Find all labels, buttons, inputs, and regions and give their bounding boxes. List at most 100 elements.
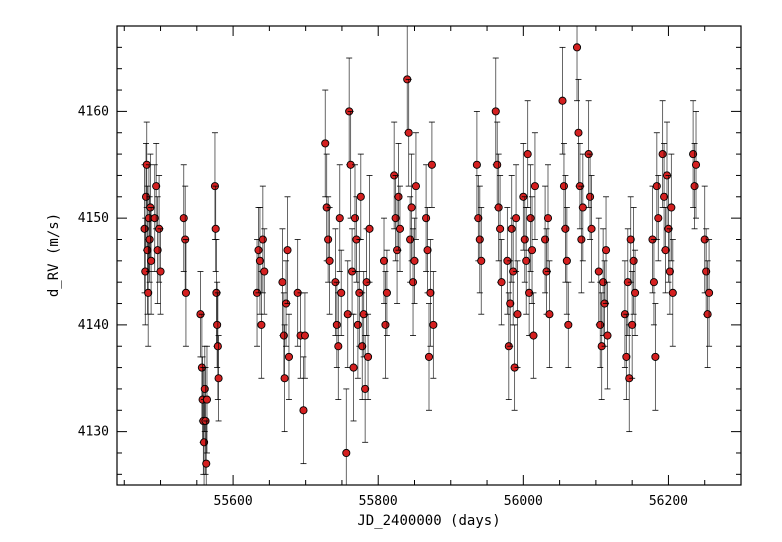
data-point xyxy=(562,207,571,315)
point-marker xyxy=(594,267,603,276)
data-point xyxy=(530,132,539,240)
data-point xyxy=(343,260,352,368)
data-point xyxy=(213,281,222,368)
data-point xyxy=(299,356,308,465)
point-marker xyxy=(491,107,500,116)
point-marker xyxy=(603,331,612,340)
data-point xyxy=(211,185,220,272)
point-marker xyxy=(423,246,432,255)
point-marker xyxy=(202,459,211,468)
data-point xyxy=(381,271,390,379)
point-marker xyxy=(507,224,516,233)
data-point xyxy=(572,25,582,102)
data-point xyxy=(283,196,292,304)
y-tick-label: 4160 xyxy=(78,104,109,119)
point-marker xyxy=(703,310,712,319)
data-point xyxy=(652,132,661,240)
data-point xyxy=(365,175,374,283)
point-marker xyxy=(422,214,431,223)
data-point xyxy=(574,78,583,187)
point-marker xyxy=(179,214,188,223)
point-marker xyxy=(506,299,515,308)
point-marker xyxy=(300,331,309,340)
data-point xyxy=(668,239,677,347)
data-point xyxy=(558,46,567,155)
point-marker xyxy=(529,331,538,340)
point-marker xyxy=(284,352,294,361)
data-point xyxy=(321,89,330,198)
data-point xyxy=(594,217,603,326)
point-marker xyxy=(280,374,289,383)
point-marker xyxy=(260,267,269,276)
point-marker xyxy=(342,448,351,458)
data-point xyxy=(527,196,537,304)
y-tick-label: 4140 xyxy=(78,318,109,333)
point-marker xyxy=(408,278,418,287)
point-marker xyxy=(299,406,308,415)
data-point xyxy=(404,78,413,187)
point-marker xyxy=(497,278,506,287)
point-marker xyxy=(321,139,330,148)
data-point xyxy=(564,281,573,368)
point-marker xyxy=(601,246,611,255)
point-marker xyxy=(665,267,674,276)
point-marker xyxy=(335,214,344,223)
data-point xyxy=(427,121,436,208)
data-point xyxy=(410,217,419,304)
plot-frame xyxy=(116,25,742,486)
point-marker xyxy=(493,160,502,169)
point-marker xyxy=(211,224,220,233)
point-marker xyxy=(661,246,670,255)
point-marker xyxy=(477,256,486,265)
data-point xyxy=(335,164,344,272)
data-point xyxy=(667,153,676,262)
point-marker xyxy=(562,256,571,265)
data-point xyxy=(379,217,389,304)
data-point xyxy=(603,281,612,390)
point-marker xyxy=(255,256,264,265)
point-marker xyxy=(213,342,222,351)
point-marker xyxy=(145,235,154,244)
data-point xyxy=(284,313,294,401)
data-point xyxy=(601,196,611,304)
data-point xyxy=(577,185,586,294)
data-point xyxy=(382,249,391,336)
data-point xyxy=(628,271,637,379)
point-marker xyxy=(494,203,503,212)
data-point xyxy=(337,249,346,336)
data-point xyxy=(260,228,269,315)
data-point xyxy=(507,175,516,283)
data-point xyxy=(496,175,505,283)
point-marker xyxy=(361,384,370,393)
point-marker xyxy=(379,256,389,265)
data-point xyxy=(257,271,266,379)
data-point xyxy=(520,196,529,283)
point-marker xyxy=(278,278,287,287)
point-marker xyxy=(475,235,484,244)
point-marker xyxy=(394,192,403,201)
point-marker xyxy=(213,320,222,329)
data-point xyxy=(691,110,701,219)
data-point xyxy=(356,153,365,240)
data-point xyxy=(395,185,405,272)
x-tick-label: 56000 xyxy=(504,494,543,509)
data-point xyxy=(658,100,667,208)
point-marker xyxy=(523,150,532,159)
point-marker xyxy=(332,320,341,329)
point-marker xyxy=(667,203,676,212)
point-marker xyxy=(283,246,292,255)
point-marker xyxy=(496,224,505,233)
data-point xyxy=(513,260,522,368)
data-point xyxy=(429,271,438,379)
point-marker xyxy=(365,224,374,233)
point-marker xyxy=(527,246,537,255)
point-marker xyxy=(407,203,416,212)
point-marker xyxy=(545,310,554,319)
point-marker xyxy=(649,278,658,287)
point-marker xyxy=(324,235,333,244)
point-marker xyxy=(395,224,405,233)
point-marker xyxy=(564,320,573,329)
point-marker xyxy=(530,182,539,191)
data-point xyxy=(665,228,674,315)
point-marker xyxy=(626,235,635,244)
